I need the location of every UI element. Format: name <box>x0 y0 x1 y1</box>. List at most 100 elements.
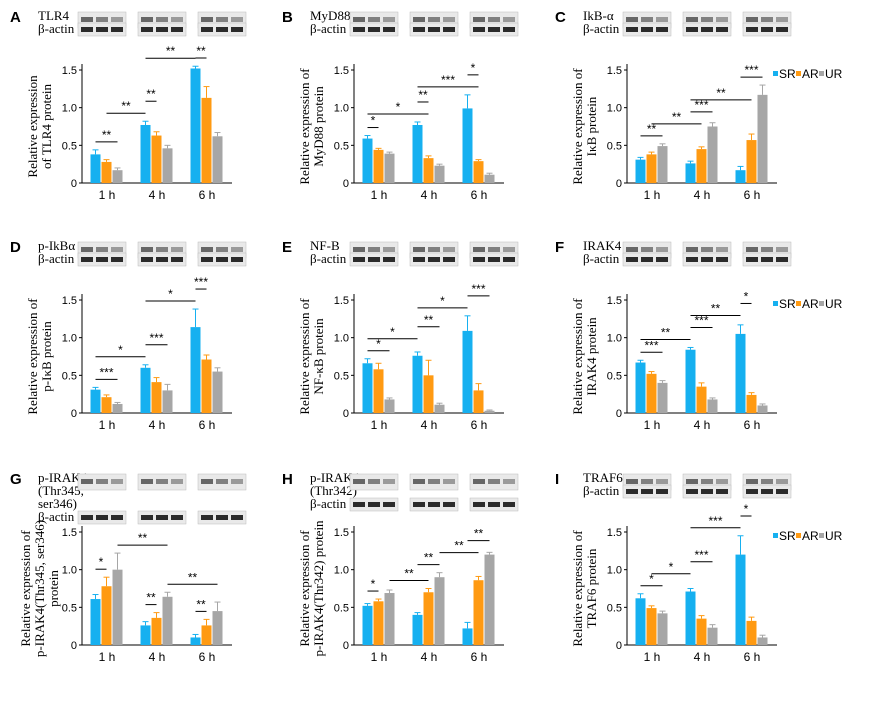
y-axis-label-line: Relative expression of <box>570 298 585 415</box>
y-tick-label: 1.0 <box>334 333 349 345</box>
blot-band <box>81 479 93 484</box>
panel-letter: E <box>282 239 292 256</box>
y-tick-label: 1.5 <box>334 527 349 539</box>
bar-sr <box>362 363 373 413</box>
blot-band <box>626 489 638 494</box>
y-tick-label: 1.0 <box>607 565 622 577</box>
bar-ar <box>423 158 434 183</box>
bar-sr <box>140 625 151 645</box>
blot-band <box>231 17 243 22</box>
legend-swatch-sr <box>773 533 778 538</box>
y-axis-label-line: p-IRAK4(Thr342) protein <box>311 520 326 657</box>
bar-ar <box>201 97 212 183</box>
bar-sr <box>685 349 696 413</box>
bar-sr <box>635 598 646 645</box>
bar-ar <box>151 382 162 413</box>
significance-label: ** <box>711 301 721 315</box>
blot-band <box>701 257 713 262</box>
blot-band <box>443 257 455 262</box>
blot-band <box>216 257 228 262</box>
bar-ur <box>657 613 668 645</box>
y-tick-label: 0 <box>343 408 349 420</box>
legend-swatch-sr <box>773 71 778 76</box>
blot-band <box>626 27 638 32</box>
bar-ur <box>707 627 718 645</box>
bar-ur <box>434 577 445 645</box>
blot-band <box>201 257 213 262</box>
y-tick-label: 1.0 <box>607 333 622 345</box>
bar-ur <box>162 148 173 183</box>
blot-band <box>473 17 485 22</box>
blot-band <box>746 247 758 252</box>
x-category-label: 1 h <box>644 188 661 202</box>
significance-label: ** <box>196 597 206 611</box>
bar-ar <box>696 618 707 645</box>
blot-band <box>171 479 183 484</box>
blot-band <box>641 479 653 484</box>
blot-label: β-actin <box>583 251 620 266</box>
significance-label: * <box>744 502 749 516</box>
significance-label: ** <box>474 527 484 541</box>
y-axis-label: Relative expression of p-IκB protein <box>25 298 54 415</box>
significance-label: ** <box>146 591 156 605</box>
blot-band <box>216 479 228 484</box>
bar-ar <box>101 586 112 645</box>
panel-letter: I <box>555 471 559 488</box>
blot-band <box>488 27 500 32</box>
blot-band <box>776 27 788 32</box>
bar-sr <box>190 637 201 645</box>
blot-band <box>368 502 380 507</box>
bar-sr <box>90 599 101 645</box>
blot-band <box>716 17 728 22</box>
y-axis-label: Relative expression of TLR4 protein <box>25 75 54 178</box>
legend-label: UR <box>825 297 843 311</box>
significance-label: ** <box>102 128 112 142</box>
y-axis-label-line: Relative expression of <box>25 298 40 415</box>
blot-band <box>656 247 668 252</box>
y-tick-label: 1.5 <box>334 65 349 77</box>
bar-ur <box>757 637 768 645</box>
significance-label: * <box>396 100 401 114</box>
blot-band <box>201 27 213 32</box>
bar-sr <box>462 108 473 183</box>
y-tick-label: 1.5 <box>62 295 77 307</box>
y-tick-label: 1.0 <box>334 565 349 577</box>
blot-band <box>216 247 228 252</box>
blot-band <box>656 27 668 32</box>
y-tick-label: 0.5 <box>607 370 622 382</box>
bar-ur <box>384 593 395 645</box>
blot-band <box>156 27 168 32</box>
blot-band <box>716 27 728 32</box>
blot-band <box>686 17 698 22</box>
blot-band <box>503 247 515 252</box>
blot-band <box>626 17 638 22</box>
significance-label: ** <box>454 539 464 553</box>
bar-sr <box>635 362 646 413</box>
bar-ar <box>473 161 484 183</box>
y-tick-label: 1.5 <box>62 65 77 77</box>
blot-band <box>473 247 485 252</box>
legend-label: AR <box>802 529 819 543</box>
bar-ar <box>696 149 707 183</box>
bar-ur <box>757 94 768 183</box>
y-tick-label: 1.5 <box>334 295 349 307</box>
bar-ar <box>696 386 707 413</box>
blot-band <box>156 257 168 262</box>
blot-band <box>141 247 153 252</box>
blot-label: MyD88 <box>310 8 350 23</box>
blot-band <box>368 17 380 22</box>
blot-band <box>353 479 365 484</box>
blot-band <box>686 489 698 494</box>
legend-swatch-ur <box>819 301 824 306</box>
blot-band <box>201 17 213 22</box>
y-tick-label: 1.5 <box>607 295 622 307</box>
significance-label: *** <box>694 313 708 327</box>
bar-ur <box>384 153 395 183</box>
bar-ur <box>212 371 223 413</box>
legend: SR AR UR <box>773 297 843 311</box>
legend-swatch-ar <box>796 301 801 306</box>
panel-letter: A <box>10 9 21 26</box>
significance-label: * <box>99 555 104 569</box>
blot-band <box>81 515 93 520</box>
